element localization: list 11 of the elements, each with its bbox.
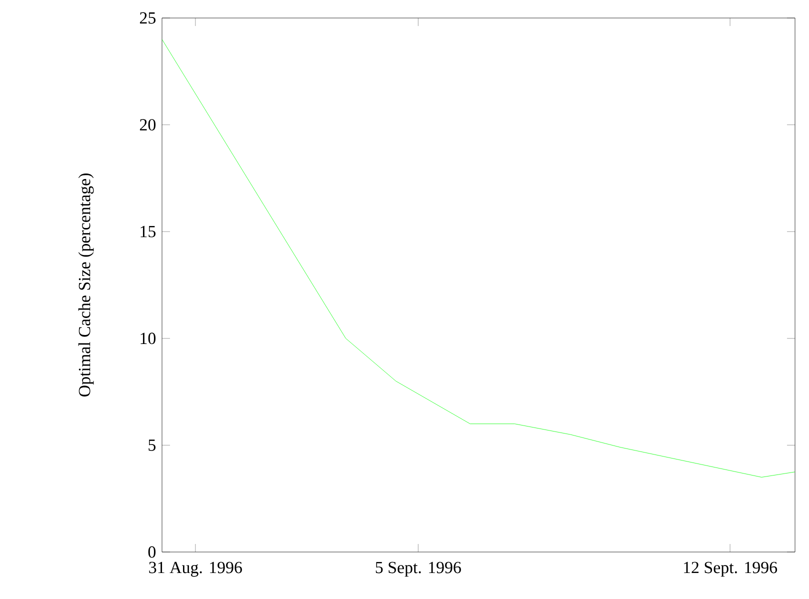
y-tick-label: 25 xyxy=(140,12,156,24)
line-series xyxy=(162,39,796,478)
y-tick-label: 5 xyxy=(148,440,156,451)
y-tick-label: 0 xyxy=(148,546,156,558)
y-axis-title: Optimal Cache Size (percentage) xyxy=(78,174,94,396)
x-tick-label: 31 Aug. 1996 xyxy=(149,562,242,577)
x-tick-label: 5 Sept. 1996 xyxy=(376,562,461,577)
y-tick-label: 20 xyxy=(140,119,156,131)
y-tick-label: 15 xyxy=(140,226,156,238)
y-tick-label: 10 xyxy=(140,332,156,344)
x-tick-label: 12 Sept. 1996 xyxy=(684,562,778,577)
